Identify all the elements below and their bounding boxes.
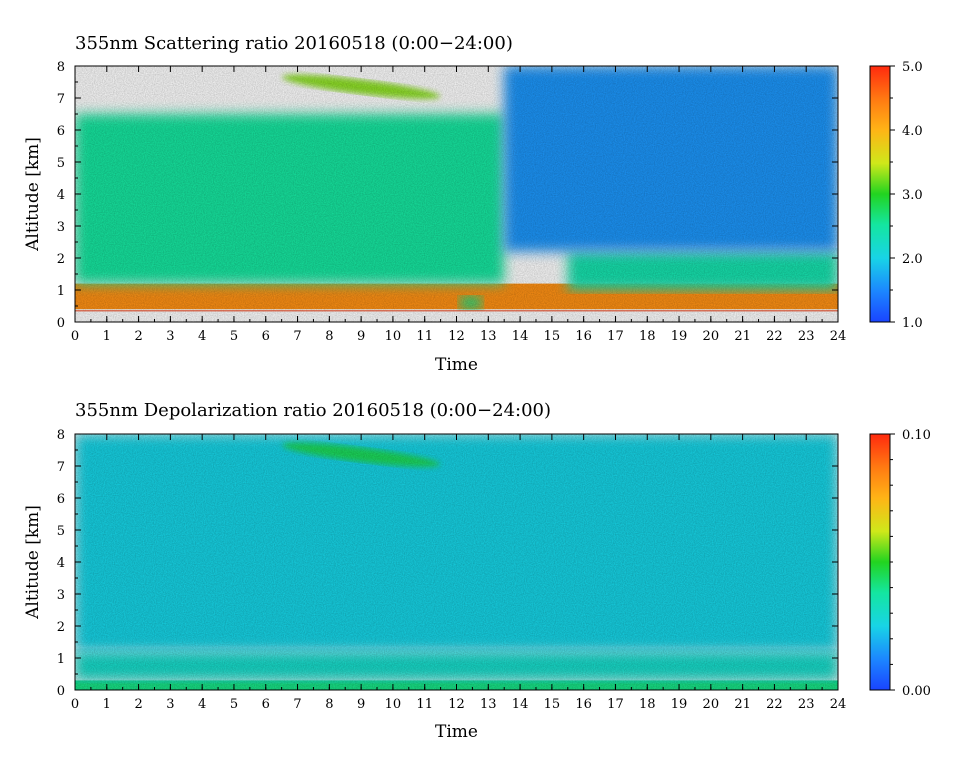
y-axis: 0 1 2 3 4 5 6 7 8 [57,60,838,331]
y-tick-label: 6 [57,124,65,139]
y-tick-label: 7 [57,92,65,107]
heatmap-area [75,66,838,322]
x-tick-label: 0 [71,329,79,344]
x-tick-label: 19 [671,329,688,344]
x-tick-label: 7 [293,329,301,344]
x-tick-label: 2 [134,697,142,712]
y-tick-label: 8 [57,60,65,75]
y-tick-label: 0 [57,684,65,699]
colorbar-tick-label: 2.0 [902,252,923,267]
y-axis-label: Altitude [km] [23,137,43,252]
x-tick-label: 5 [230,697,238,712]
x-tick-label: 13 [480,697,497,712]
y-tick-label: 3 [57,588,65,603]
colorbar-tick-label: 1.0 [902,316,923,331]
colorbar-tick-label: 4.0 [902,124,923,139]
x-tick-label: 3 [166,697,174,712]
x-tick-label: 14 [512,329,529,344]
x-tick-label: 19 [671,697,688,712]
x-tick-label: 2 [134,329,142,344]
colorbar: 0.00 0.10 [869,428,931,699]
y-tick-label: 2 [57,620,65,635]
depolarization-ratio-panel: 0 1 2 3 4 5 6 7 8 9 10 11 12 13 14 15 16 17 18 19 20 21 22 23 24… [23,400,931,742]
x-tick-label: 20 [703,329,720,344]
x-tick-label: 15 [544,697,561,712]
x-tick-label: 6 [262,697,270,712]
x-axis-label: Time [435,355,478,375]
heatmap-area [75,434,838,690]
y-tick-label: 3 [57,220,65,235]
x-tick-label: 10 [385,697,402,712]
x-tick-label: 22 [766,329,783,344]
colorbar-tick-label: 0.00 [902,684,931,699]
x-tick-label: 22 [766,697,783,712]
y-tick-label: 0 [57,316,65,331]
y-tick-label: 6 [57,492,65,507]
heatmap-texture [75,434,838,690]
x-tick-label: 21 [734,329,751,344]
x-tick-label: 18 [639,329,656,344]
x-tick-label: 17 [607,697,624,712]
x-tick-label: 24 [830,697,847,712]
x-tick-label: 7 [293,697,301,712]
colorbar-tick-label: 3.0 [902,188,923,203]
x-tick-label: 4 [198,697,206,712]
x-tick-label: 1 [103,697,111,712]
x-tick-label: 23 [798,329,815,344]
colorbar-tick-label: 5.0 [902,60,923,75]
y-tick-label: 2 [57,252,65,267]
x-tick-label: 0 [71,697,79,712]
x-tick-label: 20 [703,697,720,712]
x-tick-label: 16 [575,329,592,344]
chart-title: 355nm Depolarization ratio 20160518 (0:0… [75,400,551,421]
colorbar-gradient [869,65,891,323]
chart-title: 355nm Scattering ratio 20160518 (0:00−24… [75,33,513,54]
x-tick-label: 9 [357,329,365,344]
x-tick-label: 9 [357,697,365,712]
x-tick-label: 21 [734,697,751,712]
x-tick-label: 12 [448,697,465,712]
x-tick-label: 23 [798,697,815,712]
y-tick-label: 4 [57,556,65,571]
x-tick-label: 11 [416,329,433,344]
y-tick-label: 8 [57,428,65,443]
y-tick-label: 1 [57,284,65,299]
x-tick-label: 3 [166,329,174,344]
colorbar-tick-label: 0.10 [902,428,931,443]
x-tick-label: 13 [480,329,497,344]
x-tick-label: 6 [262,329,270,344]
x-tick-label: 14 [512,697,529,712]
scattering-ratio-panel: 0 1 2 3 4 5 6 7 8 9 10 11 12 13 14 15 16 17 18 19 20 21 22 23 24… [23,33,923,375]
colorbar-gradient [869,433,891,691]
x-tick-label: 12 [448,329,465,344]
x-tick-label: 17 [607,329,624,344]
x-tick-label: 5 [230,329,238,344]
colorbar: 1.0 2.0 3.0 4.0 5.0 [869,60,923,331]
x-axis-label: Time [435,722,478,742]
x-tick-label: 8 [325,329,333,344]
x-tick-label: 1 [103,329,111,344]
y-axis: 0 1 2 3 4 5 6 7 8 [57,428,838,699]
x-tick-label: 16 [575,697,592,712]
heatmap-texture [75,66,838,322]
x-tick-label: 8 [325,697,333,712]
x-tick-label: 11 [416,697,433,712]
x-tick-label: 18 [639,697,656,712]
y-tick-label: 1 [57,652,65,667]
y-tick-label: 5 [57,156,65,171]
y-tick-label: 5 [57,524,65,539]
y-tick-label: 7 [57,460,65,475]
x-tick-label: 10 [385,329,402,344]
y-tick-label: 4 [57,188,65,203]
x-axis: 0 1 2 3 4 5 6 7 8 9 10 11 12 13 14 15 16 17 18 19 20 21 22 23 24 [71,66,846,344]
x-tick-label: 15 [544,329,561,344]
x-axis: 0 1 2 3 4 5 6 7 8 9 10 11 12 13 14 15 16 17 18 19 20 21 22 23 24 [71,434,846,712]
y-axis-label: Altitude [km] [23,505,43,620]
x-tick-label: 24 [830,329,847,344]
x-tick-label: 4 [198,329,206,344]
